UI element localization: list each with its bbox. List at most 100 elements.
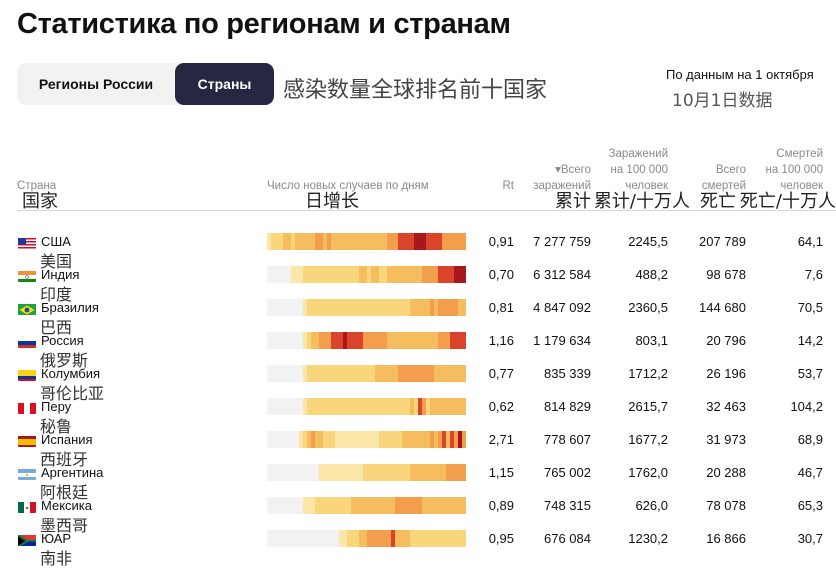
table-row[interactable]: Бразилия 巴西 0,81 4 847 092 2360,5 144 680 70,5 bbox=[0, 299, 836, 337]
heat-cell bbox=[434, 299, 439, 316]
header-total-l2[interactable]: заражений bbox=[533, 180, 591, 192]
heat-cell bbox=[410, 464, 415, 481]
header-per100-l2[interactable]: на 100 000 bbox=[610, 164, 668, 176]
header-deaths-cn: 死亡 bbox=[700, 191, 736, 212]
heat-cell bbox=[346, 266, 351, 283]
heat-cell bbox=[406, 299, 411, 316]
heat-cell bbox=[458, 530, 463, 547]
daily-cases-heatstrip bbox=[267, 365, 467, 382]
table-row[interactable]: Испания 西班牙 2,71 778 607 1677,2 31 973 68,9 bbox=[0, 431, 836, 469]
tab-russia-regions[interactable]: Регионы России bbox=[38, 76, 154, 92]
heat-cell bbox=[430, 266, 435, 283]
table-row[interactable]: Россия 俄罗斯 1,16 1 179 634 803,1 20 796 14,2 bbox=[0, 332, 836, 370]
heat-cell bbox=[350, 464, 355, 481]
header-rt[interactable]: Rt bbox=[502, 180, 515, 192]
tab-countries[interactable]: Страны bbox=[175, 63, 274, 105]
heat-cell bbox=[306, 398, 311, 415]
heat-cell bbox=[334, 299, 339, 316]
heat-cell bbox=[290, 464, 295, 481]
daily-cases-heatstrip bbox=[267, 530, 467, 547]
table-row[interactable]: Индия 印度 0,70 6 312 584 488,2 98 678 7,6 bbox=[0, 266, 836, 304]
heat-cell bbox=[390, 497, 395, 514]
heat-cell bbox=[378, 464, 383, 481]
table-row[interactable]: Колумбия 哥伦比亚 0,77 835 339 1712,2 26 196 53,7 bbox=[0, 365, 836, 403]
country-name-cn: 巴西 bbox=[40, 318, 73, 337]
heat-cell bbox=[267, 464, 271, 481]
cases-per-100k: 1762,0 bbox=[628, 465, 668, 480]
country-name-cn: 南非 bbox=[40, 549, 73, 568]
heat-cell bbox=[422, 464, 427, 481]
heat-cell bbox=[430, 332, 435, 349]
heat-cell bbox=[362, 431, 367, 448]
heat-cell bbox=[422, 299, 427, 316]
heat-cell bbox=[282, 332, 287, 349]
header-total-l1[interactable]: ▾Всего bbox=[555, 164, 591, 176]
table-row[interactable]: Аргентина 阿根廷 1,15 765 002 1762,0 20 288 46,7 bbox=[0, 464, 836, 502]
header-deaths-l2[interactable]: смертей bbox=[701, 180, 746, 192]
country-name-cn: 哥伦比亚 bbox=[40, 384, 105, 403]
heat-cell bbox=[406, 530, 411, 547]
heat-cell bbox=[378, 332, 383, 349]
heat-cell bbox=[338, 497, 343, 514]
total-cases: 6 312 584 bbox=[533, 267, 591, 282]
heat-cell bbox=[386, 398, 391, 415]
header-deaths-l1[interactable]: Всего bbox=[715, 164, 746, 176]
heat-cell bbox=[406, 266, 411, 283]
daily-cases-heatstrip bbox=[267, 233, 467, 250]
heat-cell bbox=[418, 464, 423, 481]
heat-cell bbox=[430, 365, 435, 382]
heat-cell bbox=[382, 332, 387, 349]
heat-cell bbox=[398, 497, 403, 514]
heat-cell bbox=[446, 431, 451, 448]
heat-cell bbox=[270, 299, 275, 316]
table-row[interactable]: ЮАР 南非 0,95 676 084 1230,2 16 866 30,7 bbox=[0, 530, 836, 568]
header-per100-l1[interactable]: Заражений bbox=[608, 148, 668, 160]
daily-cases-heatstrip bbox=[267, 497, 467, 514]
deaths-per-100k: 30,7 bbox=[797, 531, 823, 546]
heat-cell bbox=[314, 398, 319, 415]
heat-cell bbox=[366, 299, 371, 316]
heat-cell bbox=[270, 398, 275, 415]
flag-icon bbox=[18, 336, 36, 348]
heat-cell bbox=[414, 233, 419, 250]
heat-cell bbox=[334, 398, 339, 415]
deaths-per-100k: 53,7 bbox=[797, 366, 823, 381]
heat-cell bbox=[314, 431, 319, 448]
heat-cell bbox=[414, 266, 419, 283]
header-per100-l3[interactable]: человек bbox=[625, 180, 668, 192]
heat-cell bbox=[454, 299, 459, 316]
table-row[interactable]: Перу 秘鲁 0,62 814 829 2615,7 32 463 104,2 bbox=[0, 398, 836, 436]
heat-cell bbox=[418, 299, 423, 316]
heat-cell bbox=[418, 497, 423, 514]
country-name: Аргентина bbox=[41, 465, 104, 480]
header-dper100-l3[interactable]: человек bbox=[780, 180, 823, 192]
table-row[interactable]: Мексика 墨西哥 0,89 748 315 626,0 78 078 65,3 bbox=[0, 497, 836, 535]
heat-cell bbox=[418, 365, 423, 382]
heat-cell bbox=[394, 332, 399, 349]
heat-cell bbox=[270, 464, 275, 481]
heat-cell bbox=[306, 464, 311, 481]
header-dper100-l2[interactable]: на 100 000 bbox=[765, 164, 823, 176]
heat-cell bbox=[302, 266, 307, 283]
heat-cell bbox=[414, 464, 419, 481]
heat-cell bbox=[442, 365, 447, 382]
heat-cell bbox=[370, 365, 375, 382]
heat-cell bbox=[426, 398, 431, 415]
heat-cell bbox=[454, 530, 459, 547]
heat-cell bbox=[342, 266, 347, 283]
heat-cell bbox=[342, 464, 347, 481]
total-deaths: 16 866 bbox=[706, 531, 746, 546]
heat-cell bbox=[454, 497, 459, 514]
heat-cell bbox=[334, 464, 339, 481]
heat-cell bbox=[422, 365, 427, 382]
heat-cell bbox=[342, 365, 347, 382]
heat-cell bbox=[354, 431, 359, 448]
heat-cell bbox=[446, 464, 451, 481]
heat-cell bbox=[450, 365, 455, 382]
heat-cell bbox=[278, 530, 283, 547]
header-dper100-l1[interactable]: Смертей bbox=[776, 148, 823, 160]
heat-cell bbox=[374, 398, 379, 415]
table-row[interactable]: США 美国 0,91 7 277 759 2245,5 207 789 64,1 bbox=[0, 233, 836, 271]
heat-cell bbox=[422, 431, 427, 448]
heat-cell bbox=[346, 398, 351, 415]
